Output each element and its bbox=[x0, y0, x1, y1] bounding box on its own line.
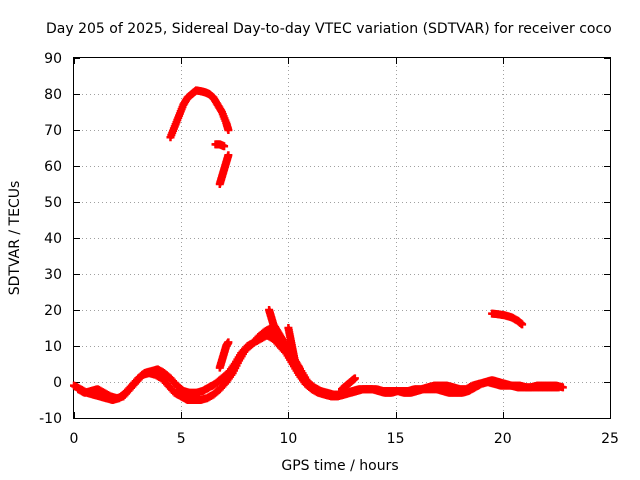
series-arc-high bbox=[166, 86, 233, 142]
y-tick-label: 80 bbox=[44, 87, 62, 103]
series-arc-rise bbox=[215, 338, 233, 372]
y-tick-label: 10 bbox=[44, 339, 62, 355]
x-tick-label: 10 bbox=[279, 431, 297, 447]
data-point bbox=[518, 320, 527, 329]
x-tick-label: 15 bbox=[387, 431, 405, 447]
x-tick-label: 5 bbox=[177, 431, 186, 447]
series-arc-peak-b bbox=[284, 324, 304, 376]
data-point bbox=[220, 142, 229, 151]
y-tick-label: 40 bbox=[44, 231, 62, 247]
data-point bbox=[224, 126, 233, 134]
series-arc-main-b bbox=[74, 324, 563, 404]
series-arc-drop bbox=[215, 151, 233, 188]
x-tick-label: 20 bbox=[494, 431, 512, 447]
plot-frame bbox=[73, 57, 611, 419]
chart-title: Day 205 of 2025, Sidereal Day-to-day VTE… bbox=[46, 21, 612, 37]
data-point bbox=[350, 374, 359, 383]
x-tick-label: 0 bbox=[70, 431, 79, 447]
axis-ticks: 0 5 10 15 20 25 -10 0 10 20 30 40 50 60 70 80 90 bbox=[39, 51, 619, 447]
y-tick-label: 60 bbox=[44, 159, 62, 175]
data-point bbox=[295, 367, 304, 376]
grid bbox=[74, 58, 610, 418]
data-point bbox=[224, 338, 233, 347]
y-tick-label: 30 bbox=[44, 267, 62, 283]
series-arc-small bbox=[338, 374, 359, 394]
x-axis-label: GPS time / hours bbox=[281, 458, 398, 474]
x-tick-label: 25 bbox=[601, 431, 619, 447]
y-tick-label: 0 bbox=[53, 375, 62, 391]
y-tick-label: 90 bbox=[44, 51, 62, 67]
y-tick-label: 20 bbox=[44, 303, 62, 319]
y-tick-label: -10 bbox=[39, 411, 62, 427]
data-points bbox=[70, 86, 567, 404]
y-tick-label: 70 bbox=[44, 123, 62, 139]
series-arc-late bbox=[488, 309, 527, 329]
data-point bbox=[554, 383, 563, 392]
series-arc-mid bbox=[211, 140, 229, 151]
y-tick-label: 50 bbox=[44, 195, 62, 211]
y-axis-label: SDTVAR / TECUs bbox=[7, 181, 23, 296]
data-point bbox=[224, 151, 233, 160]
